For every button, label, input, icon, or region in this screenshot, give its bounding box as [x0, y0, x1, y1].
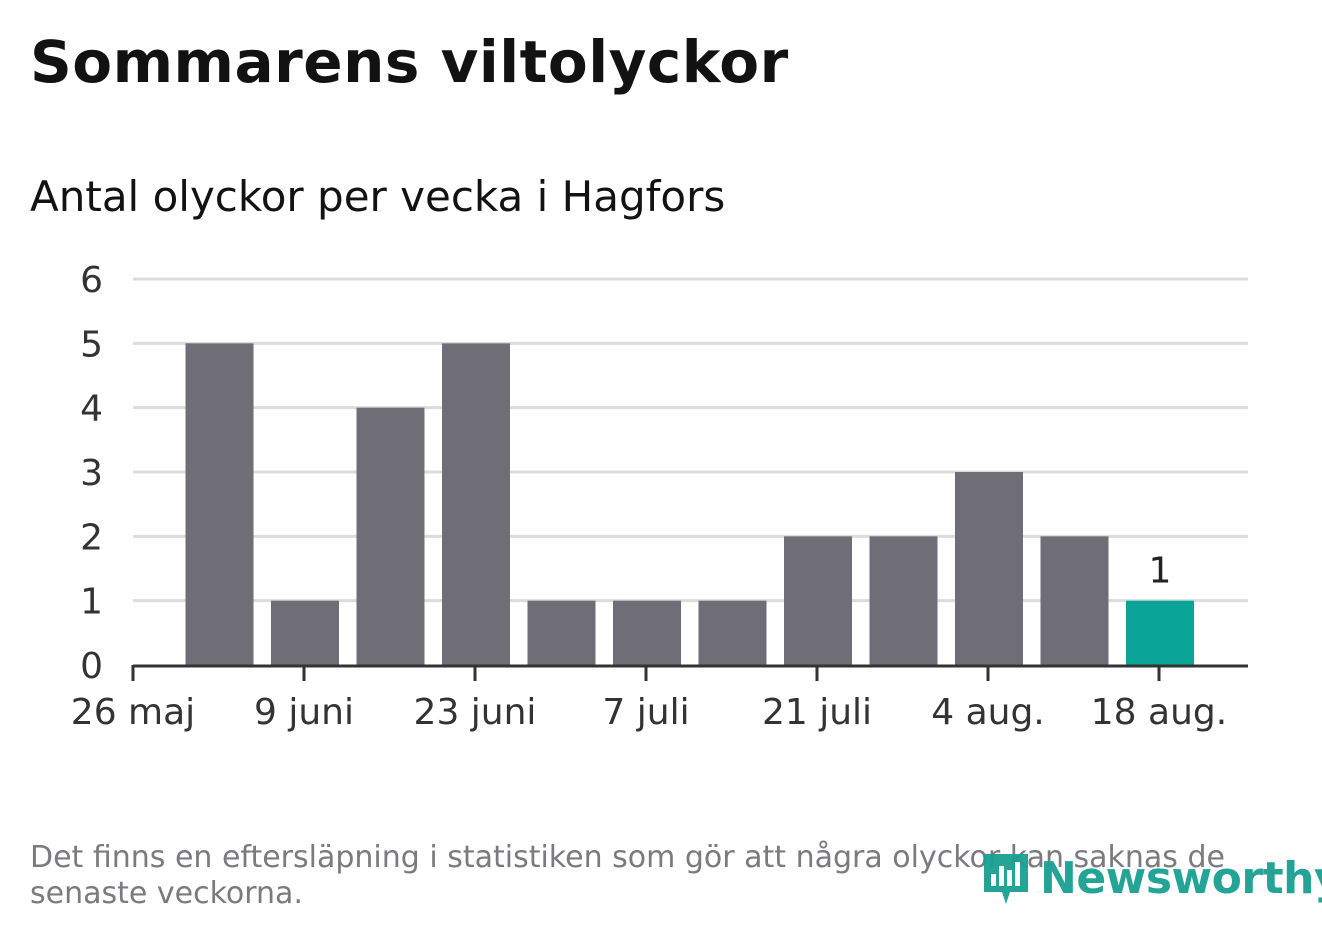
- bar: [613, 600, 681, 665]
- x-tick-label: 26 maj: [71, 692, 195, 733]
- bar-chart: 0 1 2 3 4 5 6 1 26 maj 9 juni 23 juni 7 juli 21 juli…: [71, 260, 1248, 733]
- chart-subtitle: Antal olyckor per vecka i Hagfors: [30, 172, 726, 221]
- y-tick-label: 6: [80, 260, 103, 301]
- bar: [271, 600, 339, 665]
- x-tick-label: 9 juni: [254, 692, 354, 733]
- chart-title: Sommarens viltolyckor: [30, 28, 789, 96]
- y-tick-label: 3: [80, 453, 103, 494]
- x-tick-label: 21 juli: [762, 692, 872, 733]
- bar: [442, 343, 510, 665]
- x-tick-label: 23 juni: [414, 692, 537, 733]
- data-label: 1: [1149, 551, 1172, 592]
- bar: [955, 472, 1023, 665]
- bar: [185, 343, 254, 665]
- x-tick-label: 7 juli: [602, 692, 689, 733]
- x-tick-label: 4 aug.: [931, 692, 1045, 733]
- y-tick-label: 2: [80, 517, 103, 558]
- bar: [1040, 536, 1109, 665]
- bar: [869, 536, 938, 665]
- y-tick-label: 5: [80, 324, 103, 365]
- y-tick-label: 1: [80, 582, 103, 623]
- x-tick-label: 18 aug.: [1091, 692, 1227, 733]
- y-tick-label: 4: [80, 389, 103, 430]
- bar: [784, 536, 852, 665]
- y-tick-label: 0: [80, 646, 103, 687]
- bar: [527, 600, 596, 665]
- bar: [356, 407, 425, 665]
- bar: [1126, 600, 1194, 665]
- brand-logo: Newsworthy: [980, 848, 1322, 908]
- brand-name: Newsworthy: [1040, 852, 1322, 904]
- bar: [698, 600, 767, 665]
- newsworthy-logo-icon: [984, 854, 1028, 904]
